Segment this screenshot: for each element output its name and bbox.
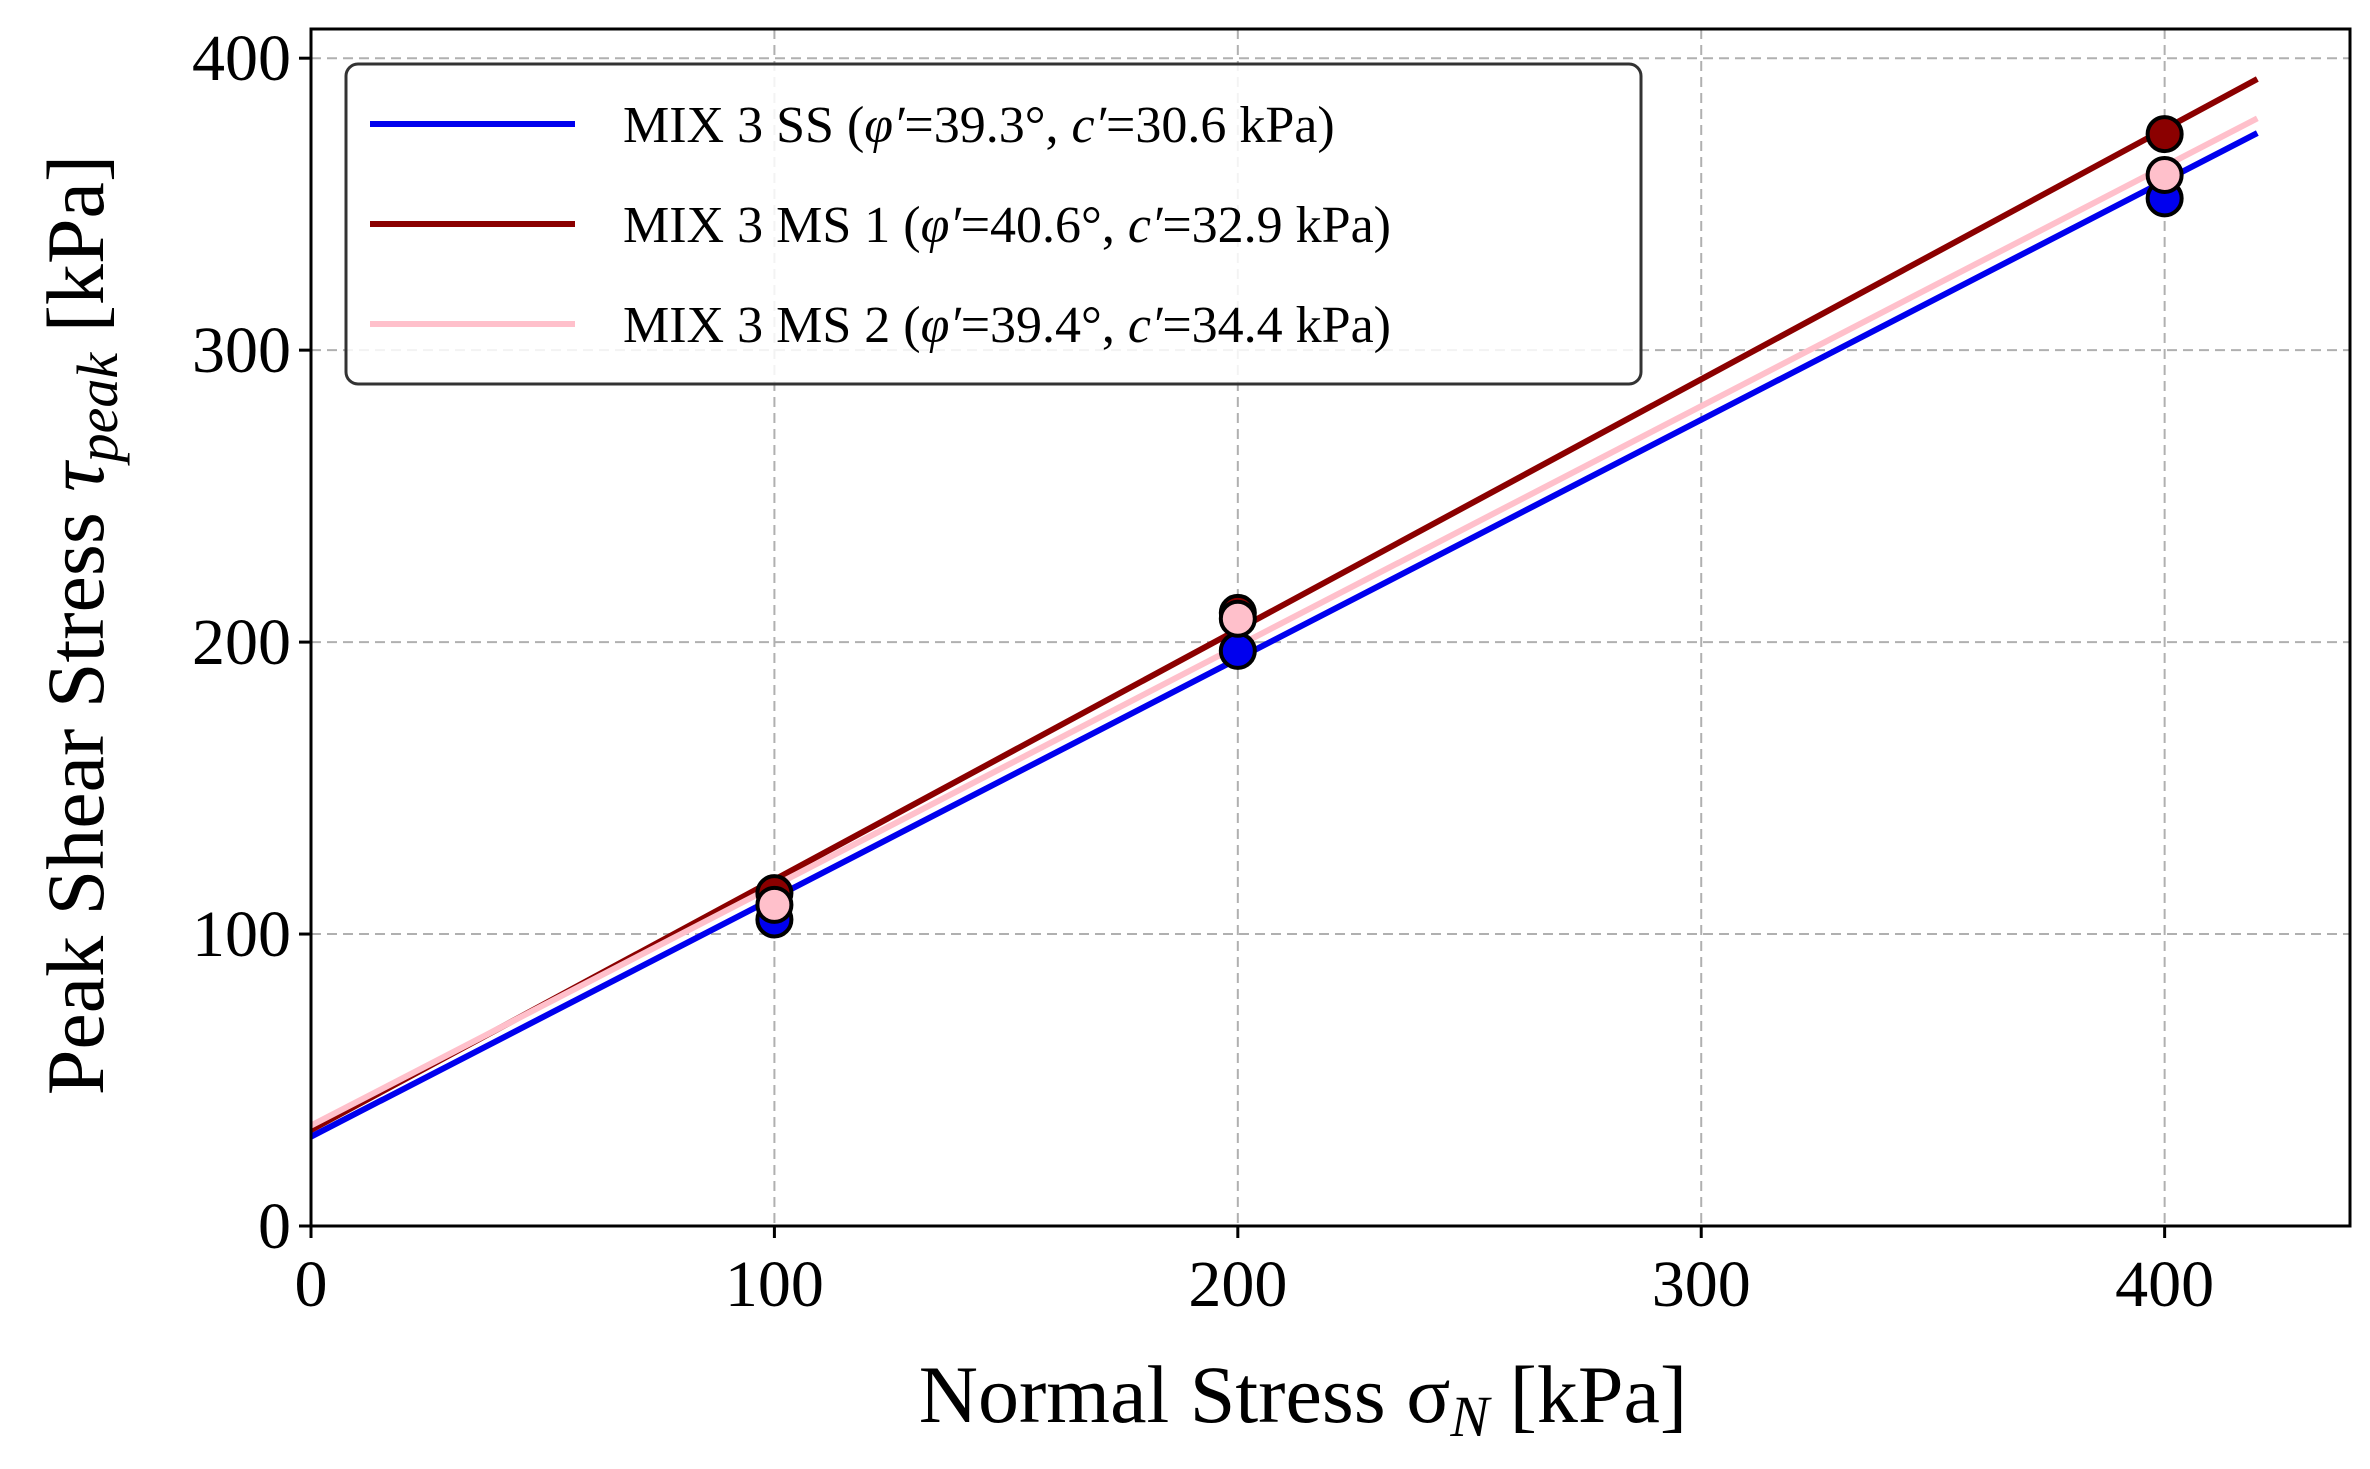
x-axis-title-main: Normal Stress bbox=[919, 1349, 1406, 1440]
y-axis-title-subscript: peak bbox=[65, 352, 130, 467]
legend-label-series-2: MIX 3 MS 1 (φ′=40.6°, c′=32.9 kPa) bbox=[623, 197, 1391, 254]
y-tick-label: 0 bbox=[258, 1190, 291, 1263]
fit-line-series-1 bbox=[309, 130, 2259, 1140]
x-tick-label: 300 bbox=[1652, 1248, 1751, 1321]
y-axis-title-symbol: τ bbox=[30, 460, 121, 492]
y-tick-label: 400 bbox=[192, 22, 291, 95]
x-axis-title: Normal Stress σN [kPa] bbox=[919, 1349, 1687, 1449]
data-point-series-1 bbox=[1218, 631, 1257, 670]
y-tick-label: 200 bbox=[192, 606, 291, 679]
y-tick-label: 300 bbox=[192, 314, 291, 387]
y-tick-label: 100 bbox=[192, 898, 291, 971]
x-axis-title-unit: [kPa] bbox=[1489, 1349, 1687, 1440]
plot-frame bbox=[309, 27, 2352, 1228]
data-point-series-2 bbox=[2145, 115, 2184, 154]
x-tick-label: 100 bbox=[725, 1248, 824, 1321]
fit-line-series-3 bbox=[309, 115, 2259, 1129]
legend: MIX 3 SS (φ′=39.3°, c′=30.6 kPa) MIX 3 MS… bbox=[344, 62, 1643, 386]
x-tick-label: 0 bbox=[295, 1248, 328, 1321]
x-tick-label: 200 bbox=[1188, 1248, 1287, 1321]
legend-label-series-1: MIX 3 SS (φ′=39.3°, c′=30.6 kPa) bbox=[623, 97, 1335, 154]
data-points bbox=[755, 115, 2184, 939]
fit-lines bbox=[309, 76, 2259, 1140]
x-axis-title-subscript: N bbox=[1449, 1384, 1492, 1449]
data-point-series-3 bbox=[2145, 155, 2184, 194]
x-axis-title-symbol: σ bbox=[1406, 1349, 1450, 1440]
x-tick-label: 400 bbox=[2115, 1248, 2214, 1321]
data-point-series-3 bbox=[1218, 599, 1257, 638]
legend-box bbox=[344, 62, 1643, 386]
axis-ticks: 0 100 200 300 400 0 100 200 300 400 bbox=[192, 22, 2214, 1321]
y-axis-title: Peak Shear Stress τpeak [kPa] bbox=[30, 155, 130, 1096]
legend-label-series-3: MIX 3 MS 2 (φ′=39.4°, c′=34.4 kPa) bbox=[623, 297, 1391, 354]
y-axis-title-main: Peak Shear Stress bbox=[30, 492, 121, 1096]
data-point-series-3 bbox=[755, 885, 794, 924]
y-axis-title-unit: [kPa] bbox=[30, 155, 121, 353]
